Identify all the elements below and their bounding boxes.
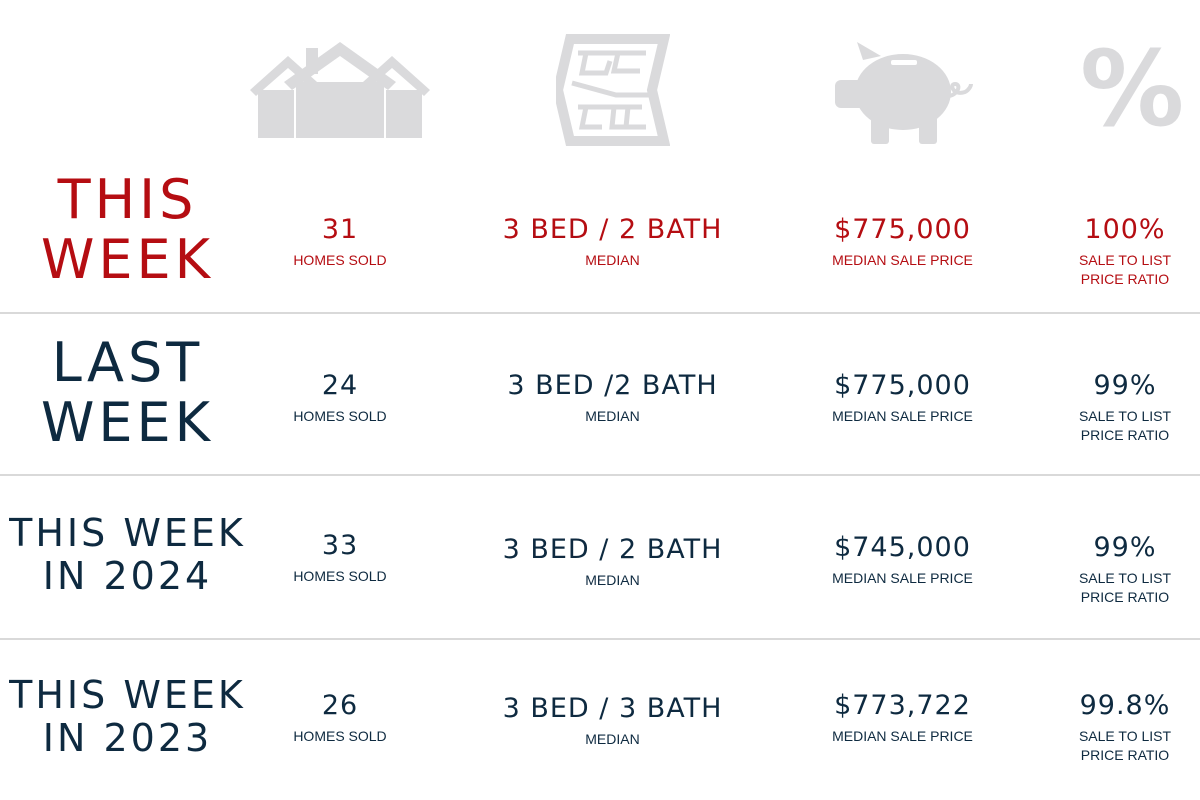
sale-to-list-label: SALE TO LIST PRICE RATIO bbox=[1078, 728, 1172, 763]
row-label-this-week-2024: THIS WEEK IN 2024 bbox=[9, 511, 246, 598]
percent-icon: % bbox=[1080, 28, 1185, 150]
median-price-value: $745,000 bbox=[834, 532, 971, 563]
beds-baths-value: 3 BED / 2 BATH bbox=[502, 214, 723, 245]
median-price-stat: $775,000 MEDIAN SALE PRICE bbox=[800, 370, 1005, 426]
sale-to-list-stat: 99.8% SALE TO LIST PRICE RATIO bbox=[1060, 690, 1190, 765]
beds-baths-stat: 3 BED / 2 BATH MEDIAN bbox=[480, 534, 745, 590]
houses-icon bbox=[250, 42, 430, 138]
median-price-label: MEDIAN SALE PRICE bbox=[832, 570, 973, 586]
row-label-last-week: LAST WEEK bbox=[40, 331, 215, 455]
homes-sold-stat: 33 HOMES SOLD bbox=[270, 530, 410, 586]
sale-to-list-value: 99.8% bbox=[1079, 690, 1171, 721]
homes-sold-value: 26 bbox=[321, 690, 359, 721]
sale-to-list-stat: 99% SALE TO LIST PRICE RATIO bbox=[1060, 370, 1190, 445]
sale-to-list-label: SALE TO LIST PRICE RATIO bbox=[1078, 408, 1172, 443]
beds-baths-label: MEDIAN bbox=[585, 731, 640, 747]
beds-baths-label: MEDIAN bbox=[585, 252, 640, 268]
sale-to-list-value: 99% bbox=[1093, 532, 1157, 563]
row-divider bbox=[0, 312, 1200, 314]
homes-sold-stat: 26 HOMES SOLD bbox=[270, 690, 410, 746]
beds-baths-label: MEDIAN bbox=[585, 408, 640, 424]
sale-to-list-value: 100% bbox=[1084, 214, 1166, 245]
beds-baths-value: 3 BED / 3 BATH bbox=[502, 693, 723, 724]
beds-baths-value: 3 BED / 2 BATH bbox=[502, 534, 723, 565]
median-price-stat: $773,722 MEDIAN SALE PRICE bbox=[800, 690, 1005, 746]
median-price-label: MEDIAN SALE PRICE bbox=[832, 728, 973, 744]
homes-sold-label: HOMES SOLD bbox=[293, 568, 387, 584]
sale-to-list-stat: 99% SALE TO LIST PRICE RATIO bbox=[1060, 532, 1190, 607]
beds-baths-stat: 3 BED / 2 BATH MEDIAN bbox=[480, 214, 745, 270]
median-price-stat: $745,000 MEDIAN SALE PRICE bbox=[800, 532, 1005, 588]
median-price-value: $773,722 bbox=[834, 690, 971, 721]
beds-baths-label: MEDIAN bbox=[585, 572, 640, 588]
beds-baths-value: 3 BED /2 BATH bbox=[507, 370, 718, 401]
median-price-label: MEDIAN SALE PRICE bbox=[832, 408, 973, 424]
homes-sold-label: HOMES SOLD bbox=[293, 408, 387, 424]
median-price-label: MEDIAN SALE PRICE bbox=[832, 252, 973, 268]
homes-sold-value: 24 bbox=[321, 370, 359, 401]
floor-plan-icon bbox=[556, 34, 670, 146]
beds-baths-stat: 3 BED / 3 BATH MEDIAN bbox=[480, 693, 745, 749]
median-price-stat: $775,000 MEDIAN SALE PRICE bbox=[800, 214, 1005, 270]
row-label-this-week: THIS WEEK bbox=[40, 168, 215, 292]
median-price-value: $775,000 bbox=[834, 214, 971, 245]
sale-to-list-label: SALE TO LIST PRICE RATIO bbox=[1078, 252, 1172, 287]
homes-sold-value: 31 bbox=[321, 214, 359, 245]
row-divider bbox=[0, 474, 1200, 476]
homes-sold-label: HOMES SOLD bbox=[293, 252, 387, 268]
homes-sold-stat: 24 HOMES SOLD bbox=[270, 370, 410, 426]
homes-sold-stat: 31 HOMES SOLD bbox=[270, 214, 410, 270]
homes-sold-value: 33 bbox=[321, 530, 359, 561]
piggy-bank-icon bbox=[835, 42, 973, 144]
sale-to-list-label: SALE TO LIST PRICE RATIO bbox=[1078, 570, 1172, 605]
row-divider bbox=[0, 638, 1200, 640]
beds-baths-stat: 3 BED /2 BATH MEDIAN bbox=[480, 370, 745, 426]
sale-to-list-stat: 100% SALE TO LIST PRICE RATIO bbox=[1060, 214, 1190, 289]
median-price-value: $775,000 bbox=[834, 370, 971, 401]
sale-to-list-value: 99% bbox=[1093, 370, 1157, 401]
row-label-this-week-2023: THIS WEEK IN 2023 bbox=[9, 673, 246, 760]
homes-sold-label: HOMES SOLD bbox=[293, 728, 387, 744]
